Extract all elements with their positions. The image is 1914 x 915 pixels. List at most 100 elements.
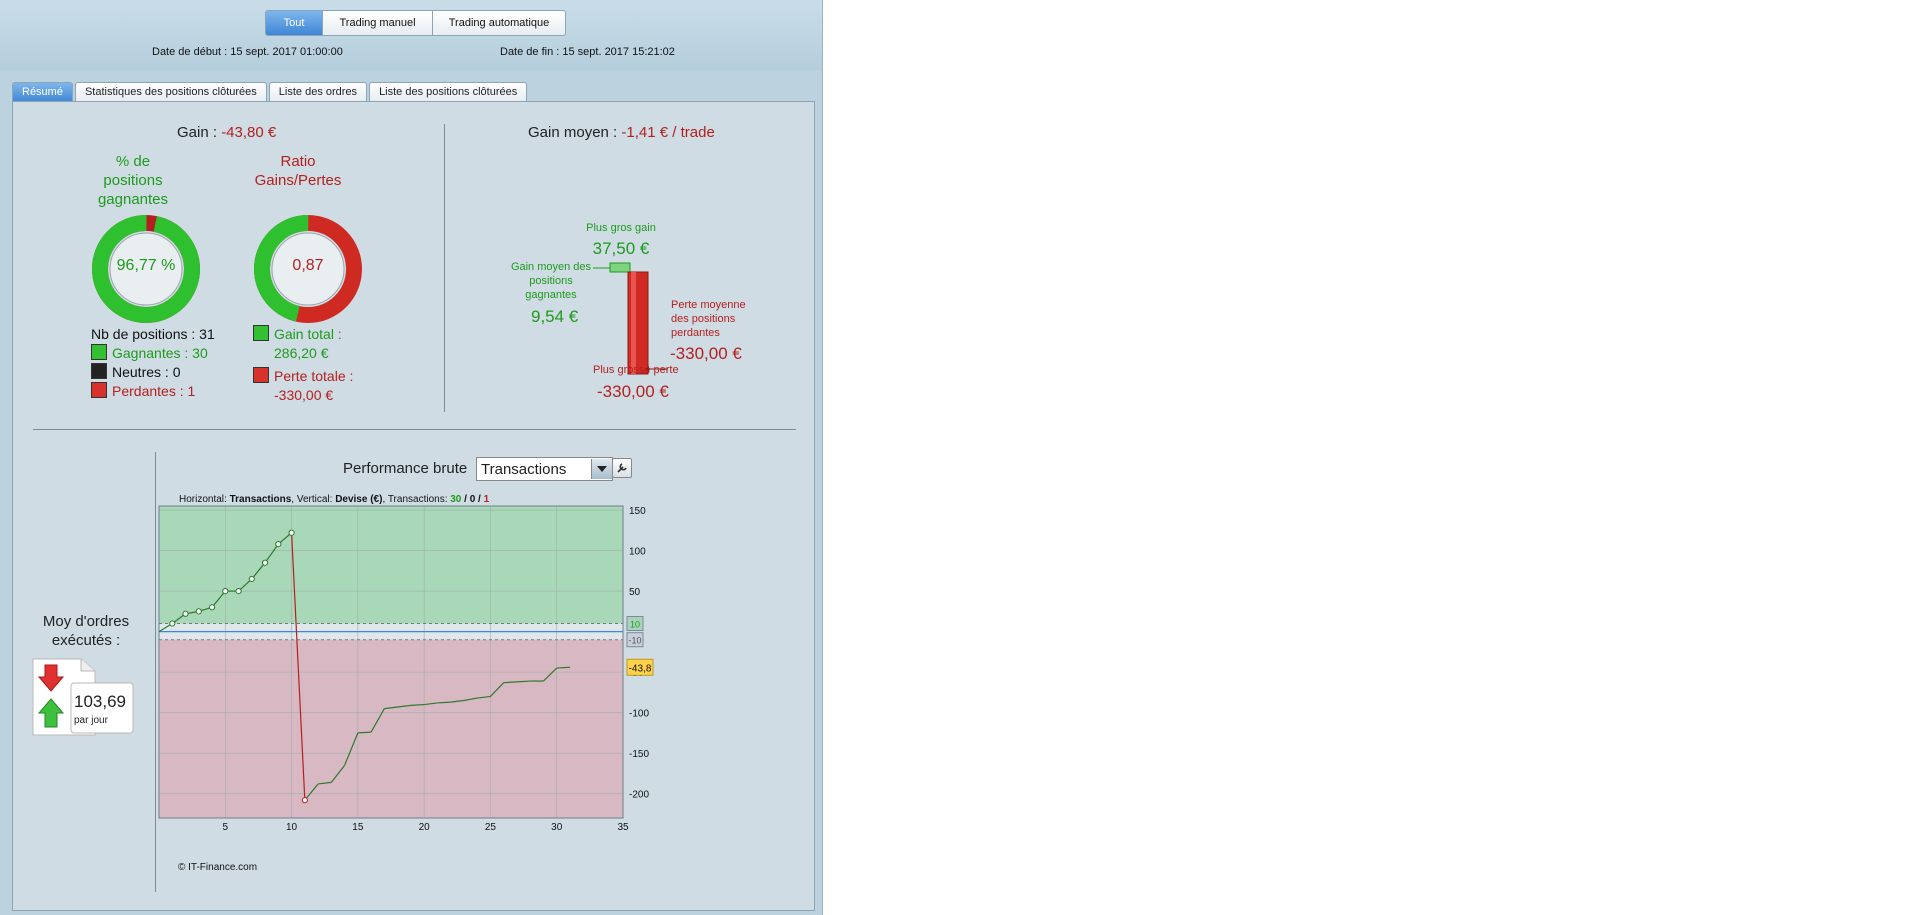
ratio-title-line: Ratio [280,153,316,170]
data-point [288,529,295,536]
series-segment [357,731,372,734]
series-segment [344,732,359,766]
chart-info-text: Horizontal: [179,494,230,505]
tab-closed-positions[interactable]: Liste des positions clôturées [369,82,528,102]
gain-heading: Gain : -43,80 € [177,124,276,141]
end-date: Date de fin : 15 sept. 2017 15:21:02 [500,46,675,58]
y-tick-label: 150 [629,506,646,517]
series-segment [290,532,306,801]
avg-loss-label-line: perdantes [671,327,720,339]
win-pct-value: 96,77 % [116,257,176,274]
avg-gain-value: -1,41 € / trade [621,124,715,141]
section-divider [444,124,445,412]
app-window: Tout Trading manuel Trading automatique … [0,0,823,915]
orders-icon [32,658,134,736]
avg-win-label-line: gagnantes [525,289,577,301]
data-point [169,620,176,627]
win-pct-title-line: gagnantes [97,191,169,208]
win-pct-donut [92,215,200,323]
series-segment [251,562,266,580]
data-point [248,575,255,583]
performance-select[interactable]: Transactions [476,457,613,481]
profit-zone [159,506,623,624]
series-segment [370,708,385,733]
x-tick-label: 35 [617,822,629,833]
avg-loss-value: -330,00 € [670,344,742,363]
segment-all[interactable]: Tout [266,11,323,35]
ratio-title-line: Gains/Pertes [254,172,342,189]
win-pct-title-line: positions [103,172,163,189]
chart-info-neutral: 0 [469,494,476,505]
chart-info-h: Transactions [229,494,292,505]
series-segment [410,703,425,706]
avg-loss-label-line: des positions [671,313,736,325]
x-tick-label: 25 [485,822,497,833]
data-point [261,559,269,566]
chart-info-sep: / [461,494,470,505]
chart-info-wins: 30 [450,494,462,505]
loss-total-label-text: Perte totale : [274,368,354,384]
losing-count: Perdantes : 1 [112,383,196,399]
series-segment [556,666,571,669]
last-value-label: -43,8 [629,663,652,674]
segment-automatic[interactable]: Trading automatique [433,11,565,35]
chart-copyright: © IT-Finance.com [178,862,258,873]
best-gain-label: Plus gros gain [586,222,656,234]
best-gain-value: 37,50 € [592,239,650,258]
document-fold-icon [80,659,95,672]
black-square-icon [91,363,107,379]
legend-losing: Perdantes : 1 [91,382,215,401]
plot-frame [158,505,624,819]
summary-panel: Gain : -43,80 € % de positions gagnantes… [12,101,815,911]
series-segment [424,702,438,706]
chevron-down-icon[interactable] [591,459,612,479]
wrench-icon[interactable] [612,458,632,478]
data-point [195,608,202,615]
performance-label: Performance brute [343,460,468,477]
avg-win-label-line: Gain moyen des [510,261,592,273]
y-tick-label: -150 [629,749,649,760]
neutral-count: Neutres : 0 [112,364,181,380]
orders-title: Moy d'ordres exécutés : [27,612,145,650]
arrow-down-icon [37,664,65,692]
loss-zone [159,639,623,818]
tab-summary[interactable]: Résumé [12,82,73,102]
tab-closed-stats[interactable]: Statistiques des positions clôturées [74,82,267,102]
win-threshold-marker-box [626,616,644,632]
section-separator [33,429,796,430]
ratio-title: Ratio Gains/Pertes [243,152,353,190]
win-pct-title: % de positions gagnantes [83,152,183,209]
avg-loss-label: Perte moyenne des positions perdantes [671,298,746,340]
legend-neutral: Neutres : 0 [91,363,215,382]
data-point [235,587,242,595]
series-segment [318,781,332,785]
red-square-icon [91,382,107,398]
avg-win-label-line: positions [529,275,573,287]
tab-orders[interactable]: Liste des ordres [268,82,368,102]
totals-legend: Gain total : 286,20 € Perte totale : -33… [253,325,353,405]
chart-info: Horizontal: Transactions, Vertical: Devi… [179,494,489,505]
red-square-icon [253,367,269,383]
x-tick-label: 10 [286,822,298,833]
tab-bar: Résumé Statistiques des positions clôtur… [12,82,529,102]
donut-win-arc [92,215,200,323]
segment-manual[interactable]: Trading manuel [323,11,433,35]
series-segment [450,699,464,703]
avg-gain-label: Gain moyen : [528,124,622,141]
green-square-icon [253,325,269,341]
ratio-value: 0,87 [292,257,324,274]
arrow-up-icon [37,698,65,728]
y-tick-label: 50 [629,587,641,598]
series-segment [516,680,531,683]
y-tick-label: 100 [629,547,646,558]
chart-info-text: , Vertical: [291,494,336,505]
y-tick-label: -200 [629,790,649,801]
series-segment [330,764,346,783]
orders-value-box [70,682,134,734]
gain-value: -43,80 € [221,124,277,141]
gain-total-label-text: Gain total : [274,326,342,342]
orders-divider [155,452,156,892]
y-tick-label: -100 [629,709,649,720]
loss-total-value: -330,00 € [274,387,334,403]
win-threshold-marker: 10 [630,620,640,630]
